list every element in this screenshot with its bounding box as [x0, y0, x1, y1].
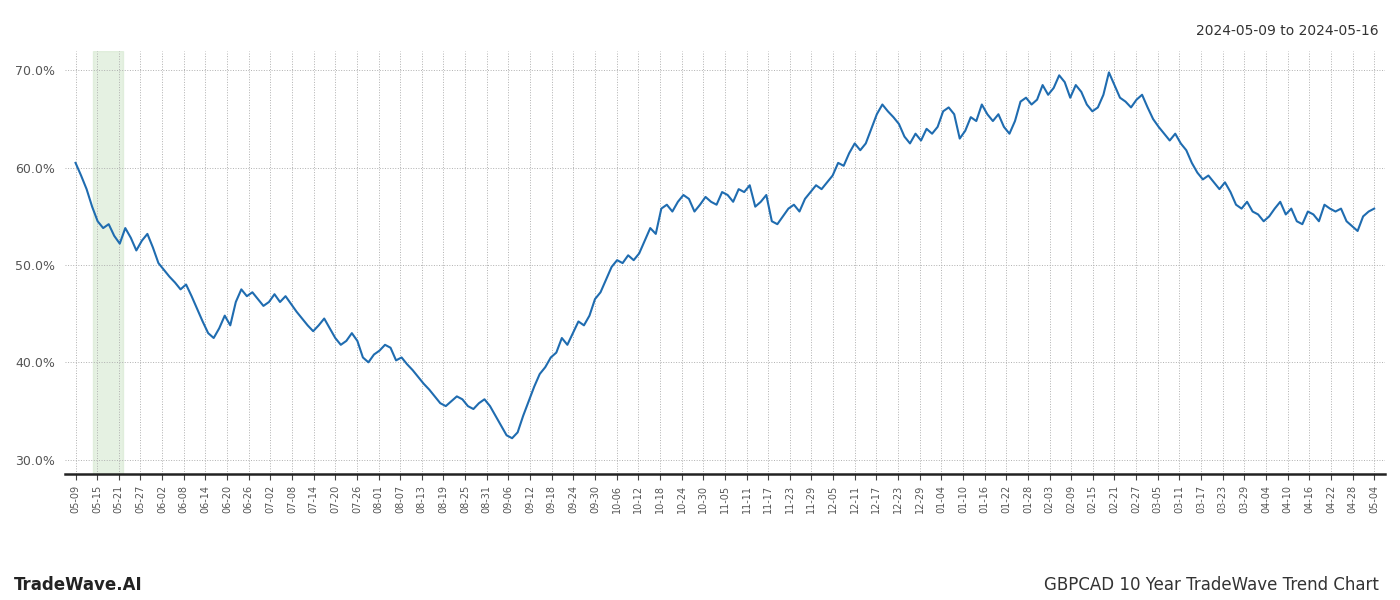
Text: 2024-05-09 to 2024-05-16: 2024-05-09 to 2024-05-16 [1197, 24, 1379, 38]
Bar [92, 51, 123, 474]
Text: TradeWave.AI: TradeWave.AI [14, 576, 143, 594]
Text: GBPCAD 10 Year TradeWave Trend Chart: GBPCAD 10 Year TradeWave Trend Chart [1044, 576, 1379, 594]
